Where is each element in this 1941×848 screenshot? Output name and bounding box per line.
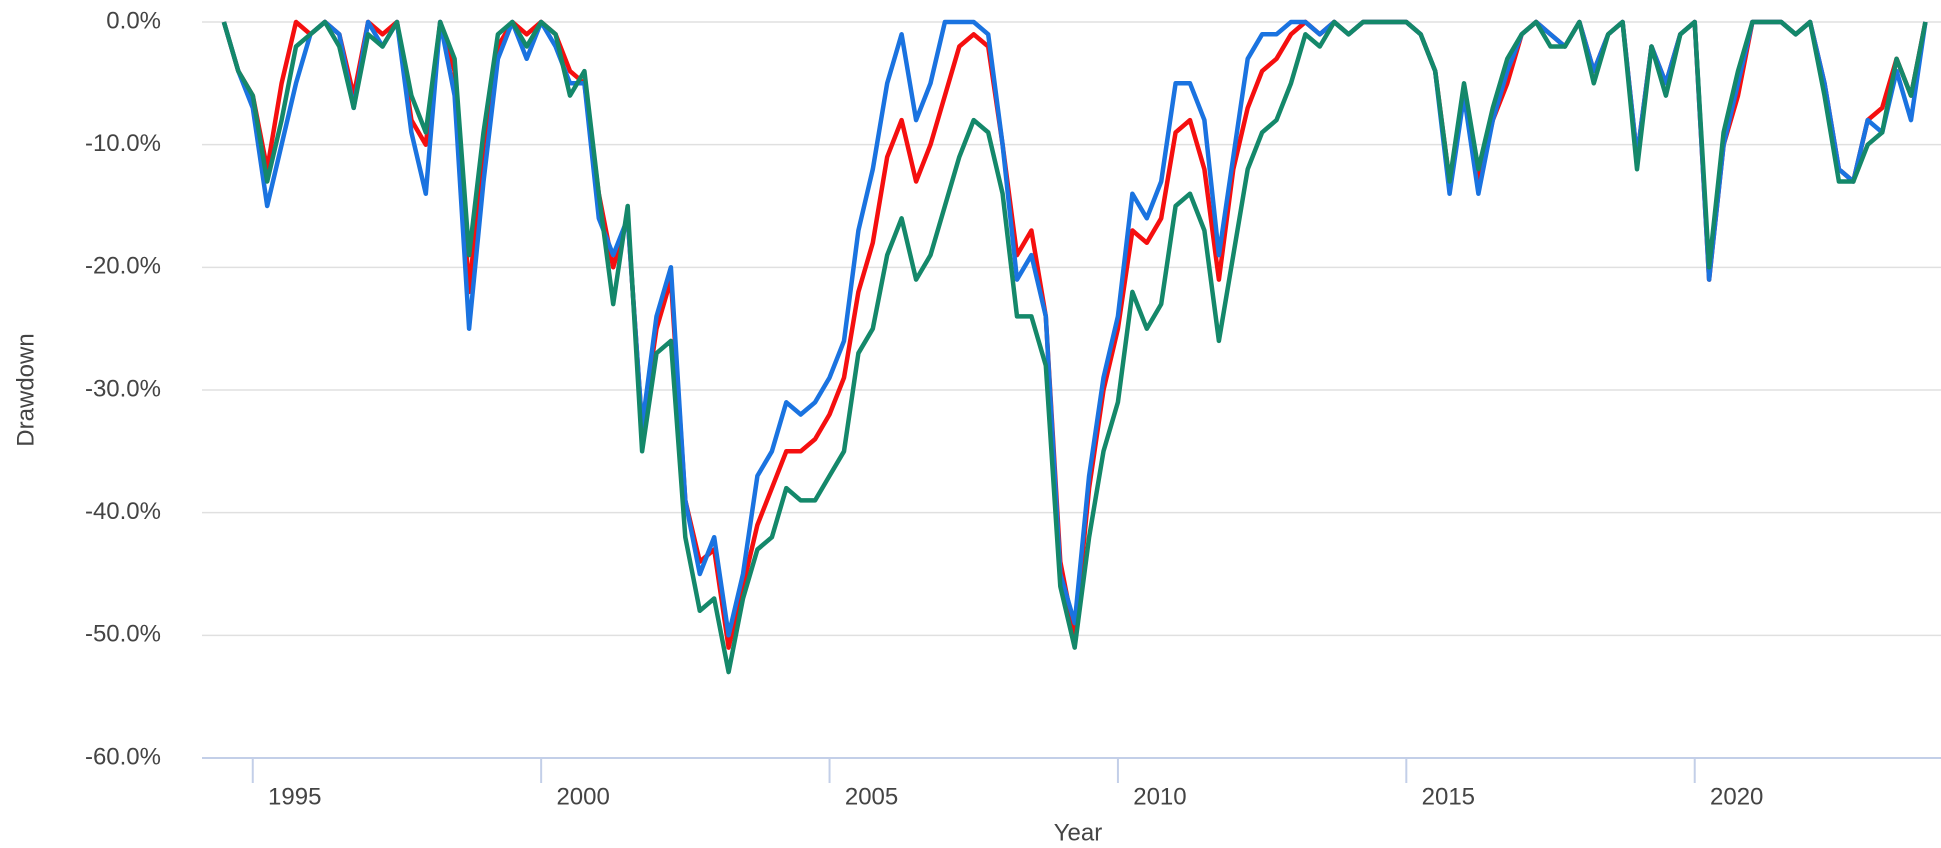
series-line bbox=[221, 19, 1928, 650]
y-tick-label: -60.0% bbox=[85, 743, 161, 770]
x-tick-label: 2015 bbox=[1422, 783, 1475, 810]
series-line bbox=[221, 19, 1928, 675]
y-tick-label: -50.0% bbox=[85, 621, 161, 648]
y-tick-label: -40.0% bbox=[85, 498, 161, 525]
x-axis-title: Year bbox=[1054, 819, 1103, 846]
y-tick-label: 0.0% bbox=[106, 7, 161, 34]
y-tick-label: -10.0% bbox=[85, 130, 161, 157]
y-axis-title: Drawdown bbox=[12, 333, 39, 446]
y-tick-label: -30.0% bbox=[85, 375, 161, 402]
x-tick-label: 2010 bbox=[1133, 783, 1186, 810]
x-tick-label: 1995 bbox=[268, 783, 321, 810]
x-tick-label: 2005 bbox=[845, 783, 898, 810]
x-tick-label: 2000 bbox=[556, 783, 609, 810]
y-tick-label: -20.0% bbox=[85, 253, 161, 280]
series-line bbox=[221, 19, 1928, 638]
x-tick-label: 2020 bbox=[1710, 783, 1763, 810]
